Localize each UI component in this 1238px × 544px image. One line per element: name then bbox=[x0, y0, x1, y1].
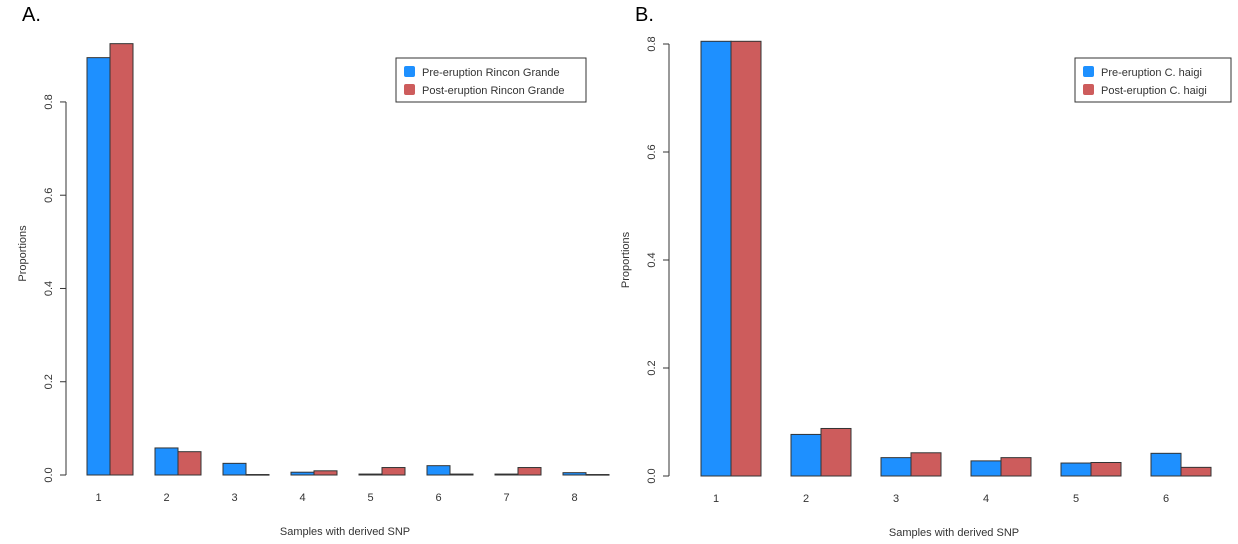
chart-panel-a: A. 0.0 0.2 0.4 0.6 0.8 1 2 3 4 5 6 7 8 Samples with d… bbox=[17, 4, 610, 538]
bar bbox=[426, 465, 451, 476]
y-tick-label: 0.0 bbox=[646, 468, 658, 483]
bar bbox=[313, 470, 338, 476]
bar bbox=[494, 473, 519, 476]
bar bbox=[910, 452, 942, 477]
y-tick-label: 0.2 bbox=[646, 360, 658, 375]
bar bbox=[381, 467, 406, 476]
y-tick-label: 0.6 bbox=[646, 144, 658, 159]
bar bbox=[154, 447, 179, 476]
y-tick-label: 0.4 bbox=[646, 252, 658, 267]
bar bbox=[730, 40, 762, 477]
x-tick-label: 1 bbox=[713, 493, 719, 505]
x-tick-label: 2 bbox=[803, 493, 809, 505]
x-tick-label: 4 bbox=[983, 493, 989, 505]
y-tick-label: 0.4 bbox=[43, 281, 55, 296]
legend-swatch bbox=[404, 84, 415, 95]
x-tick-label: 3 bbox=[231, 492, 237, 504]
x-axis-label: Samples with derived SNP bbox=[280, 526, 410, 538]
bar bbox=[1090, 462, 1122, 477]
legend-swatch bbox=[1083, 66, 1094, 77]
bar bbox=[86, 57, 111, 476]
y-tick-label: 0.6 bbox=[43, 188, 55, 203]
bar bbox=[517, 467, 542, 476]
x-axis-label: Samples with derived SNP bbox=[889, 527, 1019, 539]
x-tick-label: 2 bbox=[163, 492, 169, 504]
x-tick-label: 3 bbox=[893, 493, 899, 505]
bar-chart-a: 0.0 0.2 0.4 0.6 0.8 1 2 3 4 5 6 7 8 Samples with deri… bbox=[17, 43, 610, 538]
bar bbox=[562, 472, 587, 476]
x-tick-label: 8 bbox=[571, 492, 577, 504]
x-tick-label: 5 bbox=[1073, 493, 1079, 505]
bar bbox=[700, 40, 732, 477]
bar bbox=[1060, 462, 1092, 477]
legend-box bbox=[395, 57, 587, 103]
y-tick-label: 0.8 bbox=[43, 94, 55, 109]
x-tick-label: 5 bbox=[367, 492, 373, 504]
panel-label-b: B. bbox=[635, 4, 654, 26]
legend-label: Post-eruption Rincon Grande bbox=[422, 85, 564, 97]
bar bbox=[222, 462, 247, 476]
x-tick-label: 4 bbox=[299, 492, 305, 504]
bar bbox=[449, 473, 474, 476]
bar bbox=[970, 460, 1002, 477]
legend-label: Post-eruption C. haigi bbox=[1101, 85, 1207, 97]
legend-label: Pre-eruption Rincon Grande bbox=[422, 67, 560, 79]
bar bbox=[820, 427, 852, 477]
panel-label-a: A. bbox=[22, 4, 41, 26]
x-tick-label: 6 bbox=[435, 492, 441, 504]
bar bbox=[290, 471, 315, 476]
bar bbox=[880, 457, 912, 477]
bar bbox=[1150, 452, 1182, 477]
x-tick-label: 6 bbox=[1163, 493, 1169, 505]
x-tick-label: 1 bbox=[95, 492, 101, 504]
legend-box bbox=[1074, 57, 1232, 103]
y-axis-label: Proportions bbox=[620, 231, 632, 288]
bar bbox=[245, 474, 270, 476]
y-tick-label: 0.8 bbox=[646, 36, 658, 51]
legend-swatch bbox=[1083, 84, 1094, 95]
y-axis-label: Proportions bbox=[17, 225, 29, 282]
bar-chart-b: 0.0 0.2 0.4 0.6 0.8 1 2 3 4 5 6 Samples with derive… bbox=[620, 36, 1232, 539]
bar bbox=[790, 433, 822, 477]
y-tick-label: 0.0 bbox=[43, 467, 55, 482]
x-tick-label: 7 bbox=[503, 492, 509, 504]
legend-label: Pre-eruption C. haigi bbox=[1101, 67, 1202, 79]
bar bbox=[585, 474, 610, 476]
bar bbox=[1180, 466, 1212, 477]
legend-swatch bbox=[404, 66, 415, 77]
y-tick-label: 0.2 bbox=[43, 374, 55, 389]
chart-panel-b: B. 0.0 0.2 0.4 0.6 0.8 1 2 3 4 5 6 Samples with der… bbox=[619, 0, 1238, 544]
bar bbox=[109, 43, 134, 476]
bar bbox=[1000, 457, 1032, 477]
bar bbox=[177, 451, 202, 476]
bar bbox=[358, 473, 383, 476]
